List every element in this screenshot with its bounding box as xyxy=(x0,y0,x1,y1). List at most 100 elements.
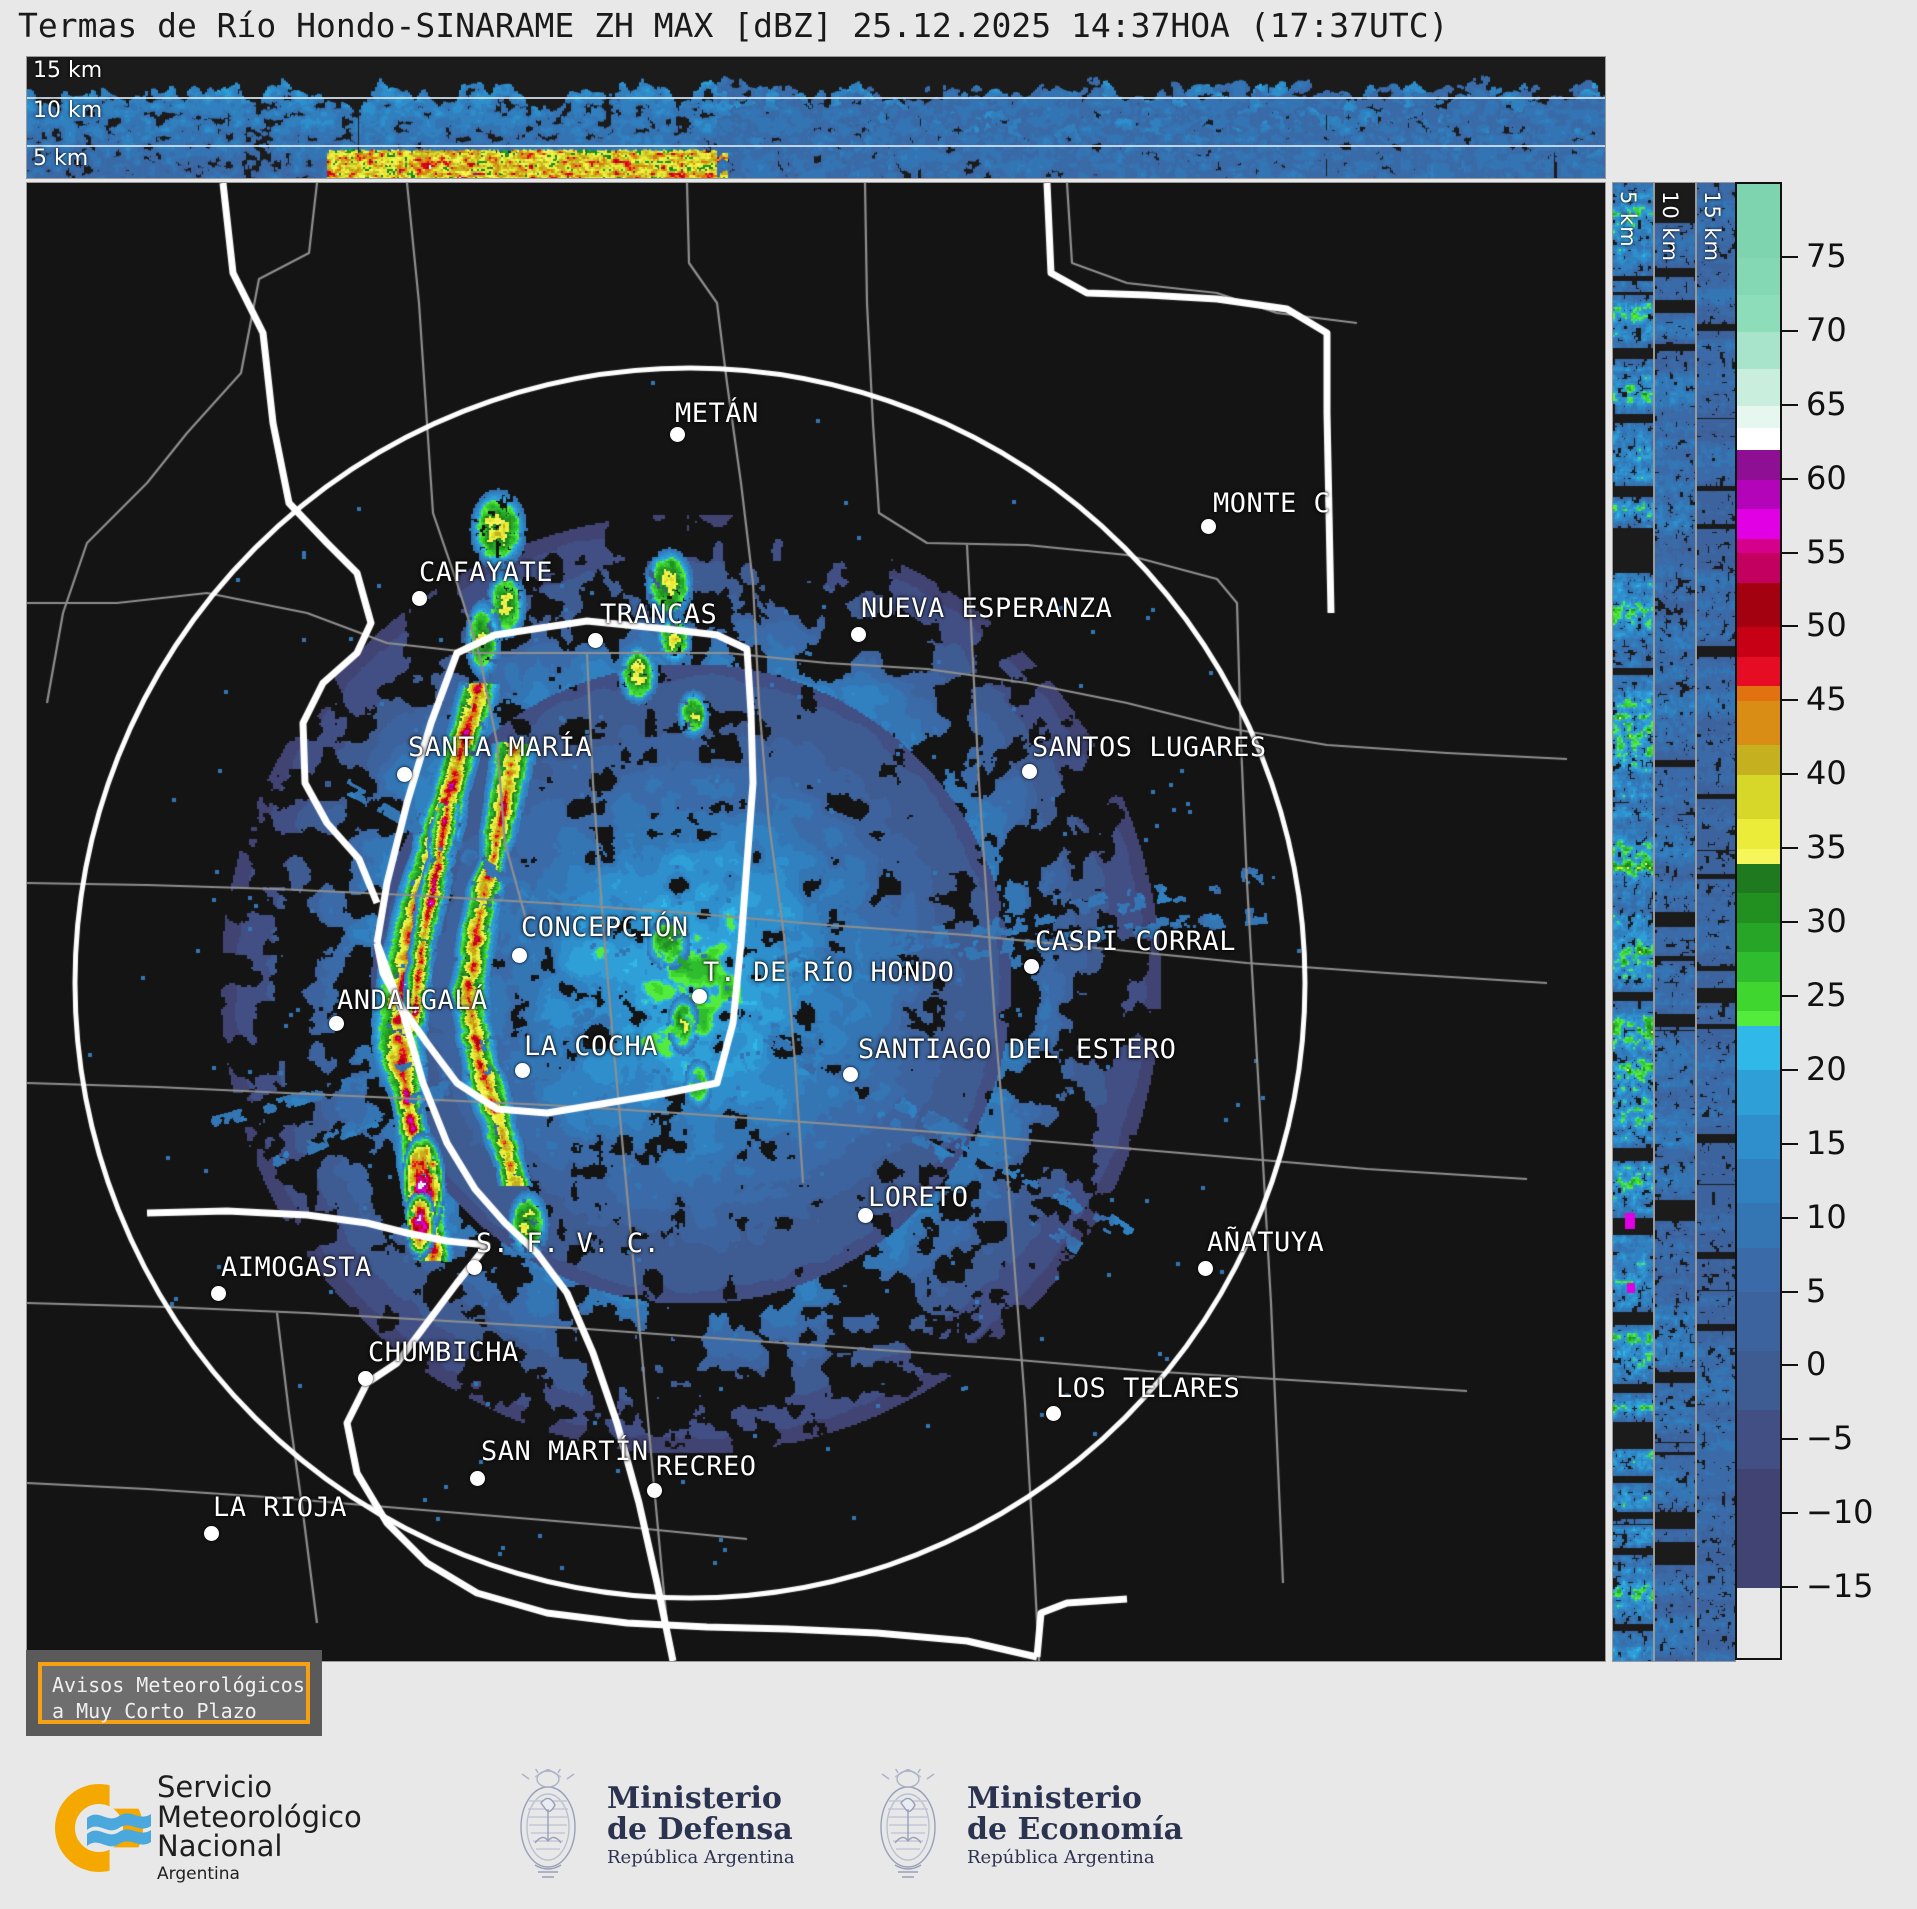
colorbar-tick-label--5: −5 xyxy=(1806,1419,1853,1457)
defensa-line-1: Ministerio xyxy=(607,1783,795,1815)
colorbar-segment-25 xyxy=(1737,923,1780,953)
city-marker-dot[interactable] xyxy=(329,1016,344,1031)
colorbar-tick xyxy=(1782,1512,1798,1514)
city-marker-dot[interactable] xyxy=(647,1483,662,1498)
colorbar-tick-label-40: 40 xyxy=(1806,754,1847,792)
smn-line-2: Meteorológico xyxy=(157,1803,362,1833)
colorbar-tick-label-55: 55 xyxy=(1806,533,1847,571)
city-marker-dot[interactable] xyxy=(843,1067,858,1082)
colorbar-segment-57 xyxy=(1737,450,1780,480)
logo-ministerio-de-defensa: Ministerio de Defensa República Argentin… xyxy=(505,1769,795,1881)
colorbar-segment-40 xyxy=(1737,701,1780,745)
colorbar-tick xyxy=(1782,552,1798,554)
city-label: AIMOGASTA xyxy=(221,1252,372,1283)
colorbar-tick-label-15: 15 xyxy=(1806,1124,1847,1162)
colorbar-segment-75 xyxy=(1737,184,1780,258)
colorbar-tick xyxy=(1782,404,1798,406)
colorbar-segment-3 xyxy=(1737,1248,1780,1292)
city-marker-dot[interactable] xyxy=(412,591,427,606)
colorbar-tick xyxy=(1782,921,1798,923)
warning-line-1: Avisos Meteorológicos xyxy=(52,1672,298,1698)
colorbar-segment-58.5 xyxy=(1737,428,1780,450)
colorbar-segment-37 xyxy=(1737,745,1780,775)
colorbar-tick xyxy=(1782,256,1798,258)
smn-wave-icon xyxy=(87,1808,151,1850)
xsec-height-label-15km: 15 km xyxy=(33,58,102,83)
city-marker-dot[interactable] xyxy=(1201,519,1216,534)
argentina-coat-of-arms-icon-2 xyxy=(865,1769,951,1881)
city-marker-dot[interactable] xyxy=(851,627,866,642)
warning-box[interactable]: Avisos Meteorológicos a Muy Corto Plazo xyxy=(38,1662,310,1724)
economia-line-2: de Economía xyxy=(967,1814,1183,1846)
city-marker-dot[interactable] xyxy=(512,948,527,963)
colorbar-tick-label-35: 35 xyxy=(1806,828,1847,866)
city-marker-dot[interactable] xyxy=(1046,1406,1061,1421)
city-label: CONCEPCIÓN xyxy=(521,912,689,943)
colorbar-segment-50 xyxy=(1737,553,1780,583)
colorbar-segment-32 xyxy=(1737,819,1780,849)
colorbar-segment--4 xyxy=(1737,1351,1780,1410)
colorbar-segment-43 xyxy=(1737,657,1780,687)
city-marker-dot[interactable] xyxy=(670,427,685,442)
colorbar-tick-label-60: 60 xyxy=(1806,459,1847,497)
colorbar-tick xyxy=(1782,1438,1798,1440)
city-label: CASPI CORRAL xyxy=(1035,926,1236,957)
argentina-coat-of-arms-icon xyxy=(505,1769,591,1881)
colorbar-segment-41 xyxy=(1737,686,1780,701)
city-label: RECREO xyxy=(656,1451,757,1482)
radar-map-panel[interactable]: METÁN MONTE C CAFAYATE TRANCAS NUEVA ESPERAN… xyxy=(26,182,1606,1662)
city-marker-dot[interactable] xyxy=(211,1286,226,1301)
colorbar-tick xyxy=(1782,1364,1798,1366)
colorbar-segment-60 xyxy=(1737,406,1780,428)
colorbar-segment-12 xyxy=(1737,1115,1780,1159)
colorbar-segment-19 xyxy=(1737,1011,1780,1026)
colorbar-segment-53 xyxy=(1737,509,1780,539)
colorbar-tick xyxy=(1782,625,1798,627)
city-marker-dot[interactable] xyxy=(692,989,707,1004)
city-marker-dot[interactable] xyxy=(1198,1261,1213,1276)
colorbar-tick-label-30: 30 xyxy=(1806,902,1847,940)
colorbar-tick-label-0: 0 xyxy=(1806,1345,1826,1383)
north-south-cross-section-10km: 10 km xyxy=(1654,182,1696,1662)
smn-line-1: Servicio xyxy=(157,1773,362,1803)
city-label: LA COCHA xyxy=(524,1031,658,1062)
city-marker-dot[interactable] xyxy=(358,1371,373,1386)
smn-line-3: Nacional xyxy=(157,1832,362,1862)
city-label: NUEVA ESPERANZA xyxy=(861,593,1112,624)
city-marker-dot[interactable] xyxy=(470,1471,485,1486)
colorbar-segment-45 xyxy=(1737,627,1780,657)
city-marker-dot[interactable] xyxy=(1024,959,1039,974)
page-title: Termas de Río Hondo-SINARAME ZH MAX [dBZ… xyxy=(18,6,1448,45)
city-marker-dot[interactable] xyxy=(588,633,603,648)
colorbar-tick xyxy=(1782,773,1798,775)
dbz-colorbar-ticks: 75 70 65 60 55 50 45 40 35 30 25 20 15 10 5 0 −5 −10 −15 xyxy=(1782,182,1912,1660)
colorbar-segment-35 xyxy=(1737,775,1780,819)
city-marker-dot[interactable] xyxy=(467,1260,482,1275)
city-label: CHUMBICHA xyxy=(368,1337,519,1368)
north-south-cross-section-5km: 5 km xyxy=(1612,182,1654,1662)
colorbar-tick xyxy=(1782,1069,1798,1071)
east-west-cross-section-panel: 15 km 10 km 5 km xyxy=(26,56,1606,179)
city-marker-dot[interactable] xyxy=(204,1526,219,1541)
city-label: SANTOS LUGARES xyxy=(1032,732,1267,763)
city-label: SANTIAGO DEL ESTERO xyxy=(858,1034,1176,1065)
colorbar-tick xyxy=(1782,995,1798,997)
city-label: T. DE RÍO HONDO xyxy=(703,957,954,988)
colorbar-segment-30 xyxy=(1737,849,1780,864)
defensa-line-2: de Defensa xyxy=(607,1814,795,1846)
city-label: MONTE C xyxy=(1213,488,1330,519)
city-label: LA RIOJA xyxy=(213,1492,347,1523)
city-label: SAN MARTÍN xyxy=(481,1436,649,1467)
colorbar-segment-18 xyxy=(1737,1026,1780,1070)
colorbar-segment--12 xyxy=(1737,1469,1780,1587)
city-marker-dot[interactable] xyxy=(1022,764,1037,779)
colorbar-tick-label--15: −15 xyxy=(1806,1567,1874,1605)
city-marker-dot[interactable] xyxy=(397,767,412,782)
colorbar-segment-27 xyxy=(1737,893,1780,923)
dbz-colorbar xyxy=(1735,182,1782,1660)
logo-ministerio-de-economia: Ministerio de Economía República Argenti… xyxy=(865,1769,1183,1881)
footer-logos: Servicio Meteorológico Nacional Argentin… xyxy=(0,1745,1917,1909)
colorbar-tick xyxy=(1782,478,1798,480)
city-label: SANTA MARÍA xyxy=(408,732,592,763)
city-marker-dot[interactable] xyxy=(515,1063,530,1078)
